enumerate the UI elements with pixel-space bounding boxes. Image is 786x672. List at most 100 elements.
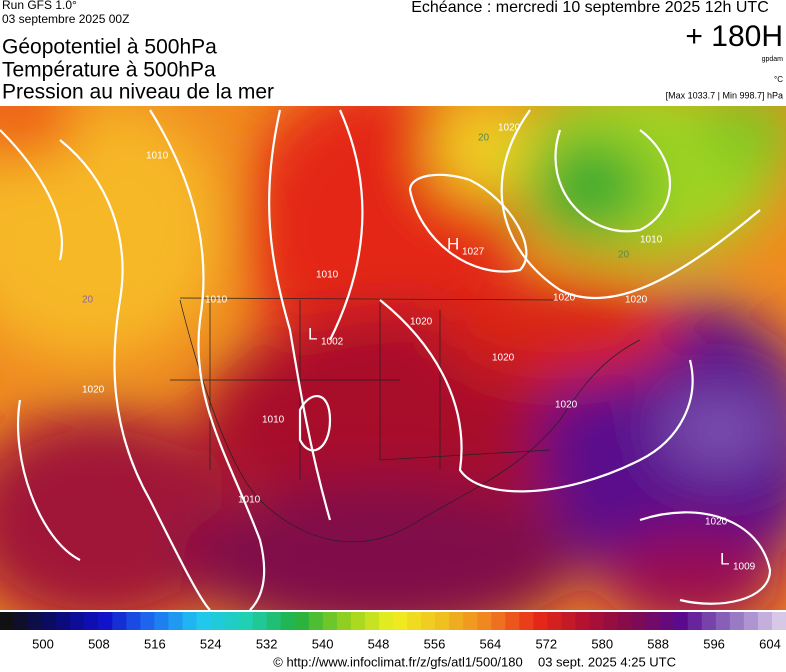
color-swatch — [477, 612, 492, 630]
color-swatch — [252, 612, 268, 630]
color-swatch — [603, 612, 619, 630]
color-swatch — [701, 612, 717, 630]
isobar-label: 1010 — [238, 495, 261, 506]
color-swatch — [336, 612, 352, 630]
isobar-label: 1020 — [625, 295, 648, 306]
height-label: 20 — [82, 295, 94, 306]
isobar-label: 1010 — [316, 270, 339, 281]
low-value: 1009 — [733, 562, 756, 573]
color-swatch — [294, 612, 310, 630]
title-line: Pression au niveau de la mer — [2, 81, 274, 104]
color-swatch — [729, 612, 745, 630]
color-swatch — [350, 612, 366, 630]
colorbar-label: 516 — [144, 636, 166, 651]
footer-date: 03 sept. 2025 4:25 UTC — [538, 654, 676, 669]
isobar-label: 1010 — [262, 415, 285, 426]
color-swatch — [238, 612, 254, 630]
color-swatch — [70, 612, 85, 630]
isobar-label: 1020 — [498, 123, 521, 134]
high-center: H — [447, 234, 459, 253]
color-swatch — [771, 612, 786, 630]
unit: gpdam — [762, 56, 784, 63]
isobar-label: 1020 — [555, 400, 578, 411]
low-value: 1002 — [321, 337, 344, 348]
color-swatch — [154, 612, 169, 630]
valid-time: Echéance : mercredi 10 septembre 2025 12… — [411, 0, 769, 16]
isobar-label: 1010 — [640, 235, 663, 246]
color-swatch — [617, 612, 633, 630]
color-swatch — [645, 612, 661, 630]
color-swatch — [14, 612, 29, 630]
colorbar-label: 524 — [200, 636, 222, 651]
color-swatch — [421, 612, 436, 630]
colorbar-label: 580 — [591, 636, 613, 651]
run-date: 03 septembre 2025 00Z — [2, 12, 129, 26]
low-center: L — [720, 549, 729, 568]
color-swatch — [589, 612, 605, 630]
height-label: 20 — [618, 250, 630, 261]
color-swatch — [196, 612, 212, 630]
low-center: L — [308, 324, 317, 343]
colorbar-label: 508 — [88, 636, 110, 651]
color-swatch — [673, 612, 689, 630]
isobar-label: 1020 — [82, 385, 105, 396]
isobar-label: 1020 — [492, 353, 515, 364]
color-swatch — [0, 612, 15, 630]
color-swatch — [56, 612, 71, 630]
colorbar-label: 596 — [703, 636, 725, 651]
color-swatch — [491, 612, 506, 630]
color-swatch — [182, 612, 197, 630]
isobar-label: 1010 — [146, 151, 169, 162]
color-swatch — [280, 612, 296, 630]
color-swatch — [547, 612, 562, 630]
color-swatch — [435, 612, 450, 630]
color-swatch — [168, 612, 183, 630]
color-swatch — [519, 612, 534, 630]
isobar-label: 1020 — [705, 517, 728, 528]
colorbar-label: 548 — [368, 636, 390, 651]
isobar-label: 1020 — [410, 317, 433, 328]
run: Run GFS 1.0° — [2, 0, 77, 12]
colorbar: 500 508 516 524 532 540 548 556 564 572 580 588 596 6… — [0, 612, 786, 651]
color-swatch — [112, 612, 127, 630]
color-swatch — [575, 612, 590, 630]
isobar-label: 1010 — [205, 295, 228, 306]
color-swatch — [28, 612, 43, 630]
pressure-range: [Max 1033.7 | Min 998.7] hPa — [666, 90, 783, 100]
color-swatch — [378, 612, 394, 630]
color-swatch — [659, 612, 675, 630]
map: 1010 1010 1010 1020 1020 1020 1020 1020 … — [0, 106, 786, 610]
colorbar-label: 556 — [424, 636, 446, 651]
color-swatch — [715, 612, 731, 630]
high-value: 1027 — [462, 247, 485, 258]
colorbar-label: 540 — [312, 636, 334, 651]
color-swatch — [140, 612, 155, 630]
colorbar-label: 500 — [32, 636, 54, 651]
color-swatch — [463, 612, 478, 630]
isobar-label: 1020 — [553, 293, 576, 304]
unit: °C — [774, 75, 783, 84]
footer-source: © http://www.infoclimat.fr/z/gfs/atl1/50… — [273, 654, 522, 669]
color-swatch — [743, 612, 759, 630]
color-swatch — [505, 612, 520, 630]
color-swatch — [393, 612, 408, 630]
lead-time: + 180H — [685, 20, 783, 53]
colorbar-label: 532 — [256, 636, 278, 651]
color-swatch — [266, 612, 282, 630]
color-swatch — [561, 612, 576, 630]
color-swatch — [322, 612, 338, 630]
title-line: Température à 500hPa — [2, 59, 216, 82]
colorbar-label: 604 — [759, 636, 781, 651]
color-swatch — [98, 612, 113, 630]
color-swatch — [224, 612, 240, 630]
color-swatch — [631, 612, 647, 630]
color-swatch — [407, 612, 422, 630]
color-swatch — [126, 612, 141, 630]
title-line: Géopotentiel à 500hPa — [2, 36, 217, 59]
color-swatch — [533, 612, 548, 630]
color-swatch — [42, 612, 57, 630]
color-swatch — [449, 612, 464, 630]
color-swatch — [308, 612, 324, 630]
height-label: 20 — [478, 133, 490, 144]
color-swatch — [757, 612, 773, 630]
